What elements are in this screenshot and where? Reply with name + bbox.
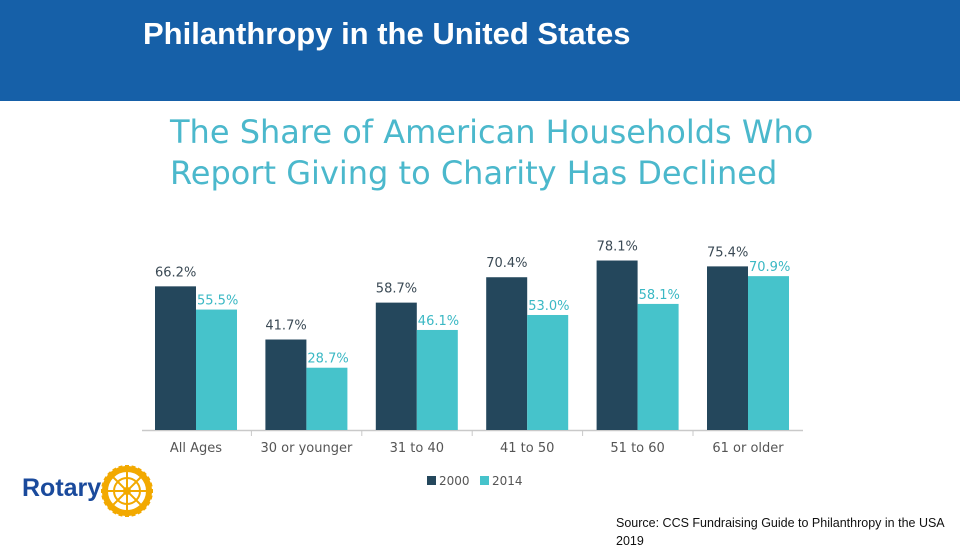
wheel-tooth <box>112 467 118 473</box>
x-tick-label-6: 61 or older <box>712 441 784 456</box>
source-citation: Source: CCS Fundraising Guide to Philant… <box>616 516 944 548</box>
page-title: Philanthropy in the United States <box>143 16 631 51</box>
wheel-tooth <box>149 489 153 493</box>
data-label-2000-6: 75.4% <box>707 245 748 260</box>
wheel-tooth <box>125 513 129 517</box>
data-label-2000-3: 58.7% <box>376 282 417 297</box>
data-label-2000-2: 41.7% <box>265 319 306 334</box>
wheel-tooth <box>125 465 129 469</box>
wheel-tooth <box>145 500 151 506</box>
x-tick-label-3: 31 to 40 <box>390 441 444 456</box>
bar-2000-3 <box>375 302 417 430</box>
bar-2000-1 <box>155 286 196 430</box>
wheel-tooth <box>103 476 109 482</box>
wheel-tooth <box>101 494 107 500</box>
data-label-2000-5: 78.1% <box>597 240 638 255</box>
x-tick-label-5: 51 to 60 <box>610 441 664 456</box>
wheel-tooth <box>101 489 105 493</box>
bar-2014-6 <box>748 276 789 430</box>
data-label-2014-3: 46.1% <box>418 314 459 329</box>
chart-title-line-2: Report Giving to Charity Has Declined <box>170 154 778 192</box>
chart-title-line-1: The Share of American Households Who <box>170 113 814 151</box>
x-tick-label-2: 30 or younger <box>260 441 352 456</box>
bar-2000-4 <box>486 277 528 430</box>
x-tick-label-1: All Ages <box>170 441 222 456</box>
rotary-wheel-icon <box>101 465 153 517</box>
data-label-2014-4: 53.0% <box>528 299 569 314</box>
wheel-tooth <box>103 500 109 506</box>
bar-2014-5 <box>637 303 679 430</box>
rotary-logo: Rotary <box>22 462 162 520</box>
data-label-2014-2: 28.7% <box>307 352 348 367</box>
wheel-tooth <box>118 511 124 517</box>
wheel-tooth <box>147 494 153 500</box>
bar-2014-1 <box>196 309 237 430</box>
legend-swatch-2000 <box>427 476 436 485</box>
bar-2014-4 <box>527 314 569 430</box>
wheel-tooth <box>130 465 136 471</box>
wheel-tooth <box>130 511 136 517</box>
wheel-tooth <box>136 509 142 515</box>
wheel-tooth <box>136 467 142 473</box>
bar-2000-6 <box>707 266 748 430</box>
data-label-2014-6: 70.9% <box>749 260 790 275</box>
header-bar: Philanthropy in the United States <box>0 0 960 101</box>
data-label-2000-1: 66.2% <box>155 265 196 280</box>
bar-2014-2 <box>306 367 348 430</box>
data-label-2000-4: 70.4% <box>486 256 527 271</box>
wheel-tooth <box>147 482 153 488</box>
legend-swatch-2014 <box>480 476 489 485</box>
bar-2000-2 <box>265 339 307 430</box>
chart-title: The Share of American Households Who Rep… <box>170 112 813 194</box>
wheel-tooth <box>118 465 124 471</box>
data-label-2014-1: 55.5% <box>197 294 238 309</box>
bar-2014-3 <box>416 329 458 430</box>
rotary-logo-text: Rotary <box>22 474 102 502</box>
x-tick-label-4: 41 to 50 <box>500 441 554 456</box>
legend-label-2000: 2000 <box>439 474 470 488</box>
wheel-tooth <box>145 476 151 482</box>
wheel-tooth <box>112 509 118 515</box>
wheel-tooth <box>101 482 107 488</box>
bar-2000-5 <box>596 260 638 430</box>
legend-label-2014: 2014 <box>492 474 523 488</box>
data-label-2014-5: 58.1% <box>639 288 680 303</box>
